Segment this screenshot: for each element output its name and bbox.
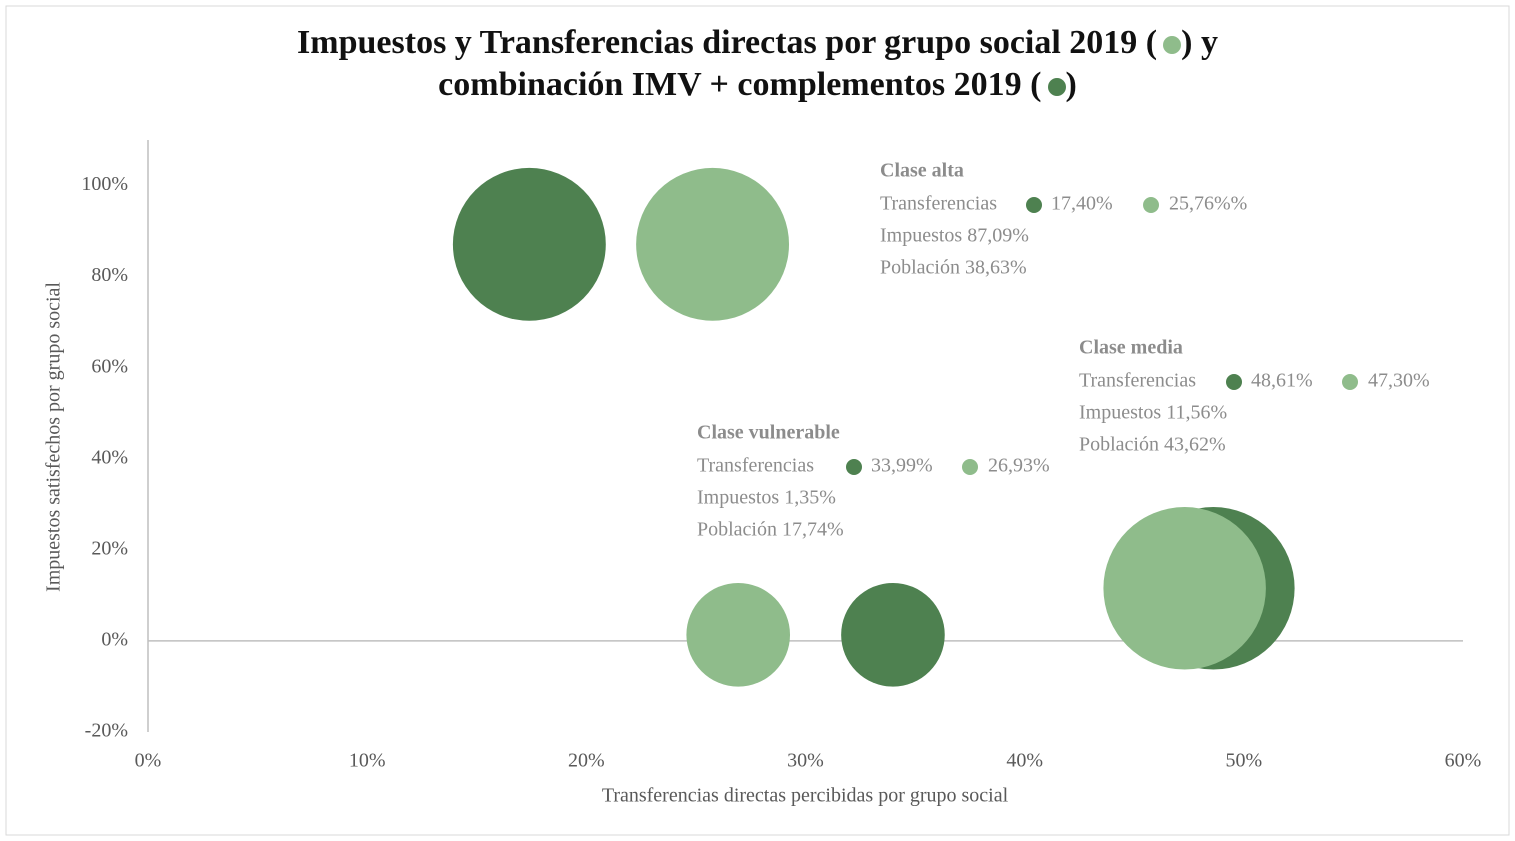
annotation-value: 25,76%%	[1169, 193, 1247, 215]
title-part: ) y	[1181, 24, 1218, 61]
x-tick-label: 50%	[1225, 750, 1262, 772]
annotation-line: Impuestos 87,09%	[880, 225, 1029, 247]
annotation-line: Población 38,63%	[880, 257, 1027, 279]
annotation-marker	[1342, 374, 1358, 390]
bubble	[841, 582, 945, 687]
annotation-label: Transferencias	[697, 455, 814, 477]
bubble	[686, 582, 791, 687]
annotation-marker	[962, 459, 978, 475]
y-tick-label: -20%	[85, 720, 128, 742]
bubble	[1103, 507, 1266, 670]
chart-title: Impuestos y Transferencias directas por …	[0, 22, 1515, 106]
y-tick-label: 40%	[91, 446, 128, 468]
chart-border	[5, 5, 1510, 836]
annotation-marker	[1026, 197, 1042, 213]
annotation-marker	[846, 459, 862, 475]
annotation-value: 48,61%	[1251, 370, 1313, 392]
annotation-marker	[1143, 197, 1159, 213]
bubble	[452, 167, 606, 321]
y-tick-label: 20%	[91, 537, 128, 559]
annotation-line: Población 43,62%	[1079, 434, 1226, 456]
y-tick-label: 80%	[91, 264, 128, 286]
annotation-value: 17,40%	[1051, 193, 1113, 215]
x-tick-label: 20%	[568, 750, 605, 772]
annotation-title: Clase alta	[880, 160, 964, 182]
title-marker	[1163, 36, 1182, 55]
annotation-value: 26,93%	[988, 455, 1050, 477]
annotation-value: 47,30%	[1368, 370, 1430, 392]
annotation-title: Clase media	[1079, 337, 1183, 359]
annotation-title: Clase vulnerable	[697, 422, 840, 444]
title-part: combinación IMV + complementos 2019 (	[438, 66, 1042, 103]
title-part: Impuestos y Transferencias directas por …	[297, 24, 1158, 61]
annotation-label: Transferencias	[1079, 370, 1196, 392]
x-tick-label: 40%	[1006, 750, 1043, 772]
y-tick-label: 0%	[101, 629, 128, 651]
x-tick-label: 60%	[1445, 750, 1482, 772]
y-tick-label: 60%	[91, 355, 128, 377]
annotation-marker	[1226, 374, 1242, 390]
title-marker	[1047, 78, 1066, 97]
annotation-value: 33,99%	[871, 455, 933, 477]
y-tick-label: 100%	[81, 173, 128, 195]
title-part: )	[1065, 66, 1077, 103]
x-tick-label: 30%	[787, 750, 824, 772]
x-tick-label: 0%	[135, 750, 162, 772]
annotation-line: Impuestos 1,35%	[697, 487, 836, 509]
annotation-line: Población 17,74%	[697, 519, 844, 541]
bubble	[636, 167, 790, 321]
annotation-line: Impuestos 11,56%	[1079, 402, 1227, 424]
x-tick-label: 10%	[349, 750, 386, 772]
y-axis-title: Impuestos satisfechos por grupo social	[43, 282, 65, 592]
annotation-label: Transferencias	[880, 193, 997, 215]
x-axis-title: Transferencias directas percibidas por g…	[602, 785, 1009, 807]
